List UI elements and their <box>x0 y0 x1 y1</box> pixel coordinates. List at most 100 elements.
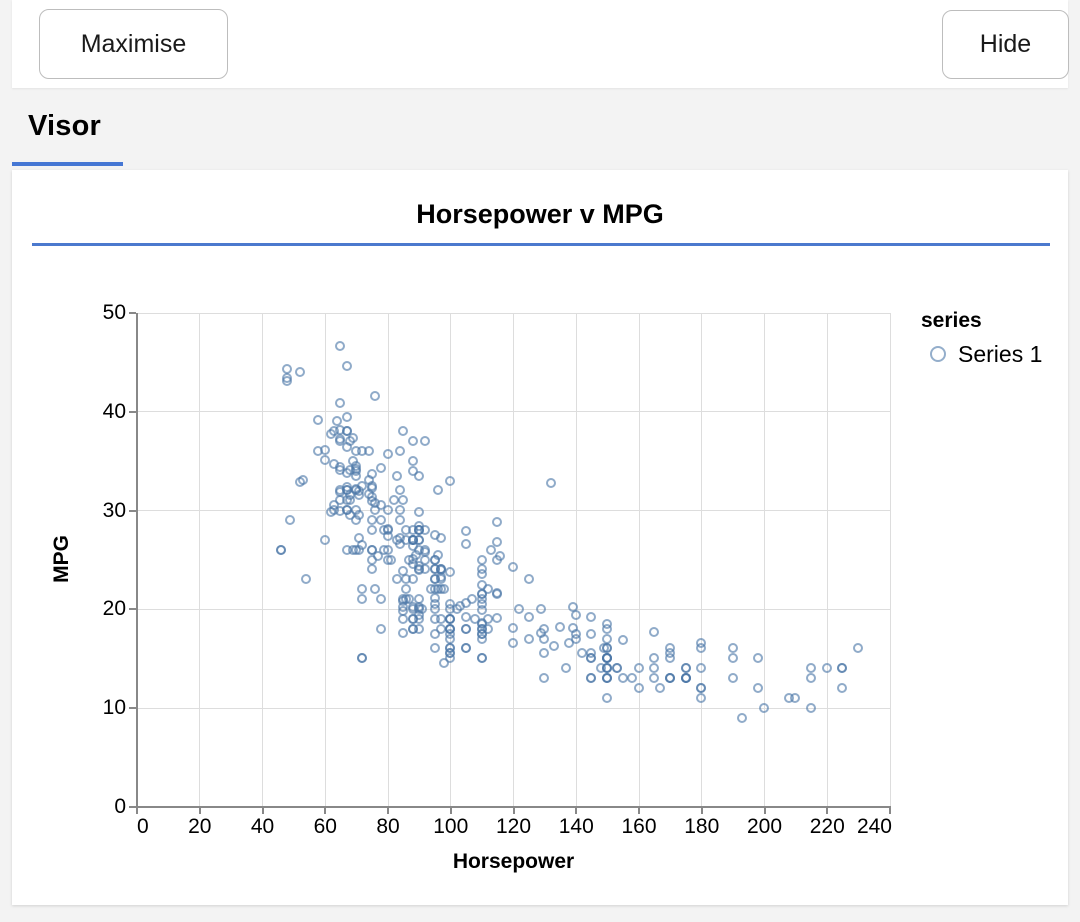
scatter-point <box>335 506 346 517</box>
y-tick-mark <box>129 806 136 808</box>
scatter-point <box>727 653 738 664</box>
scatter-point <box>407 465 418 476</box>
scatter-point <box>536 603 547 614</box>
y-tick-mark <box>129 312 136 314</box>
scatter-point <box>407 574 418 585</box>
scatter-point <box>476 589 487 600</box>
gridline-y <box>137 411 890 413</box>
scatter-point <box>649 663 660 674</box>
visor-header-bar: Maximise Hide <box>12 0 1069 88</box>
scatter-point <box>341 485 352 496</box>
scatter-point <box>633 682 644 693</box>
x-tick-label: 220 <box>809 815 845 838</box>
x-tick-mark <box>512 807 515 814</box>
scatter-point <box>341 412 352 423</box>
scatter-point <box>445 598 456 609</box>
scatter-point <box>398 426 409 437</box>
scatter-point <box>837 682 848 693</box>
scatter-point <box>577 648 588 659</box>
scatter-point <box>335 461 346 472</box>
y-tick-label: 40 <box>102 399 126 423</box>
scatter-point <box>445 476 456 487</box>
active-tab-indicator <box>12 162 123 166</box>
scatter-point <box>586 648 597 659</box>
legend-title: series <box>921 309 982 332</box>
x-tick-label: 0 <box>137 815 149 838</box>
scatter-point <box>395 485 406 496</box>
y-tick-label: 10 <box>102 696 126 720</box>
scatter-point <box>555 621 566 632</box>
scatter-point <box>492 612 503 623</box>
scatter-point <box>363 489 374 500</box>
tab-visor[interactable]: Visor <box>28 110 102 142</box>
legend-series-marker-icon <box>930 346 946 362</box>
gridline-x <box>826 313 828 807</box>
scatter-point <box>379 544 390 555</box>
gridline-x <box>889 313 891 807</box>
x-tick-label: 120 <box>495 815 532 838</box>
y-tick-label: 0 <box>114 795 126 818</box>
scatter-point <box>492 589 503 600</box>
scatter-point <box>407 524 418 535</box>
scatter-point <box>586 611 597 622</box>
scatter-point <box>539 648 550 659</box>
scatter-point <box>319 444 330 455</box>
scatter-point <box>341 360 352 371</box>
x-tick-mark <box>198 807 201 814</box>
scatter-point <box>595 663 606 674</box>
y-tick-label: 50 <box>102 301 126 324</box>
scatter-point <box>391 574 402 585</box>
scatter-point <box>398 605 409 616</box>
scatter-point <box>395 445 406 456</box>
scatter-point <box>806 663 817 674</box>
scatter-point <box>523 611 534 622</box>
gridline-x <box>513 313 514 807</box>
scatter-point <box>567 601 578 612</box>
scatter-point <box>413 534 424 545</box>
scatter-point <box>586 628 597 639</box>
scatter-point <box>696 692 707 703</box>
scatter-point <box>561 663 572 674</box>
scatter-point <box>445 628 456 639</box>
y-tick-mark <box>129 608 136 611</box>
scatter-point <box>602 618 613 629</box>
scatter-point <box>376 594 387 605</box>
scatter-point <box>398 627 409 638</box>
scatter-point <box>395 505 406 516</box>
scatter-point <box>821 663 832 674</box>
x-tick-mark <box>324 807 327 814</box>
scatter-point <box>435 532 446 543</box>
legend-series-label: Series 1 <box>958 341 1043 367</box>
scatter-point <box>319 534 330 545</box>
gridline-x <box>262 313 263 807</box>
scatter-point <box>332 416 343 427</box>
scatter-point <box>294 366 305 377</box>
scatter-point <box>460 643 471 654</box>
maximise-button[interactable]: Maximise <box>39 9 228 79</box>
scatter-point <box>413 623 424 634</box>
hide-button[interactable]: Hide <box>942 10 1069 79</box>
scatter-point <box>680 663 691 674</box>
y-tick-mark <box>129 707 136 710</box>
x-tick-mark <box>387 807 389 814</box>
scatter-point <box>369 391 380 402</box>
scatter-point <box>664 673 675 684</box>
scatter-point <box>460 538 471 549</box>
scatter-point <box>586 673 597 684</box>
x-tick-label: 200 <box>746 815 783 838</box>
x-tick-mark <box>136 807 138 814</box>
scatter-point <box>445 567 456 578</box>
scatter-point <box>476 628 487 639</box>
scatter-point <box>649 673 660 684</box>
scatter-point <box>385 554 396 565</box>
scatter-point <box>366 544 377 555</box>
gridline-x <box>638 313 640 807</box>
scatter-point <box>366 514 377 525</box>
scatter-point <box>357 584 368 595</box>
scatter-point <box>536 627 547 638</box>
scatter-point <box>407 553 418 564</box>
scatter-point <box>482 584 493 595</box>
chart-title: Horsepower v MPG <box>416 199 664 229</box>
gridline-x <box>575 313 577 807</box>
scatter-point <box>420 564 431 575</box>
